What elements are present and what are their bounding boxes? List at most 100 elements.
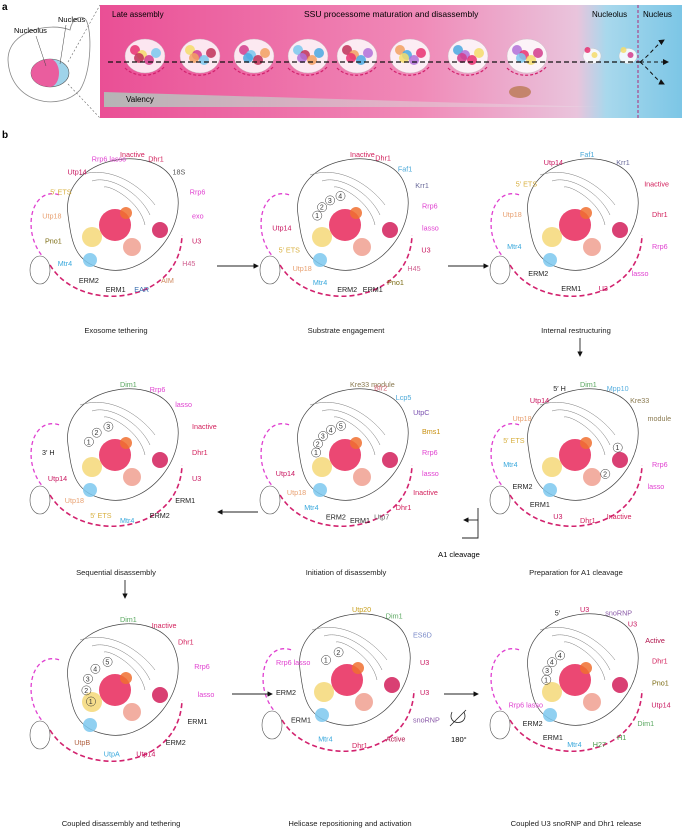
step-7-label-11: 1 [89, 699, 93, 706]
step-4-label-14: Mtr4 [503, 460, 517, 469]
protein-blob-2-5 [382, 222, 398, 238]
rrp6-lasso-8 [262, 648, 293, 716]
step-8-label-1: Utp20 [352, 605, 371, 614]
step-9-label-10: H27 [593, 740, 606, 749]
step-9-label-16: 3 [545, 668, 549, 675]
protein-blob-1-6 [120, 207, 132, 219]
step-3-label-10: Mtr4 [507, 242, 521, 251]
step-2-label-17: 2 [320, 205, 324, 212]
step-7-label-10: UtpB [74, 738, 90, 747]
step-8-label-9: Mtr4 [318, 734, 332, 743]
valency-wedge [104, 92, 600, 107]
exit-arrow-up [639, 39, 665, 63]
protein-blob-9-6 [580, 662, 592, 674]
step-6-label-16: 3 [106, 424, 110, 431]
step-4-caption: Preparation for A1 cleavage [529, 568, 623, 577]
particle-5 [336, 38, 378, 76]
step-5-label-13: Mtr4 [304, 503, 318, 512]
protein-blob-8-2 [314, 682, 334, 702]
step-9-label-13: ERM2 [523, 719, 543, 728]
nucleolus-shape [31, 59, 59, 87]
rrp6-lasso-6 [30, 423, 61, 491]
rrp6-lasso-2 [260, 193, 291, 261]
step-4-label-10: Dhr1 [580, 516, 596, 525]
step-8-caption: Helicase repositioning and activation [288, 819, 411, 828]
particle-2 [179, 38, 221, 76]
step-9-label-2: snoRNP [605, 609, 632, 618]
step-9-label-18: 4 [558, 653, 562, 660]
step-6-label-1: Dim1 [120, 380, 137, 389]
exosome-2 [259, 255, 281, 285]
protein-blob-5-3 [353, 468, 371, 486]
protein-blob-4-5 [612, 452, 628, 468]
exosome-4 [489, 485, 511, 515]
banner-title: SSU processome maturation and disassembl… [304, 9, 479, 19]
step-1-label-2: Dhr1 [148, 155, 164, 164]
step-1-label-10: ERM1 [106, 285, 126, 294]
step-6-label-2: Rrp6 [150, 385, 166, 394]
step-7-label-13: 3 [86, 676, 90, 683]
step-8-label-2: Dim1 [386, 612, 403, 621]
protein-blob-4-4 [543, 483, 557, 497]
protein-blob-8-5 [384, 677, 400, 693]
protein-blob-3-2 [542, 227, 562, 247]
rotation-icon [450, 711, 466, 723]
protein-blob-9-2 [542, 682, 562, 702]
particle-series [124, 38, 638, 98]
protein-blob-7-3 [123, 703, 141, 721]
step-5-label-15: Utp14 [276, 469, 295, 478]
step-3-label-8: ERM1 [561, 284, 581, 293]
valency-label: Valency [126, 95, 154, 104]
step-8-label-7: Active [386, 734, 406, 743]
step-3-label-11: Utp18 [503, 210, 522, 219]
protein-blob-6-5 [152, 452, 168, 468]
step-2-label-2: Dhr1 [375, 154, 391, 163]
step-2-label-8: H45 [407, 264, 420, 273]
step-9-label-3: U3 [628, 619, 637, 628]
step-8-label-12: Rrp6 lasso [276, 658, 310, 667]
step-9-label-1: U3 [580, 605, 589, 614]
protein-blob-1-4 [83, 253, 97, 267]
step-2-label-6: lasso [422, 224, 439, 233]
step-9-label-15: 1 [544, 677, 548, 684]
cell-diagram: Nucleolus Nucleus [7, 4, 101, 119]
particle-4 [287, 38, 329, 76]
cell-label-nucleus: Nucleus [58, 15, 85, 24]
step-9-label-14: Rrp6 lasso [509, 700, 543, 709]
step-5-label-19: 4 [329, 427, 333, 434]
protein-blob-4-6 [580, 437, 592, 449]
step-2-label-16: 1 [315, 213, 319, 220]
step-1-label-1: Inactive [120, 150, 145, 159]
rrp6-lasso-7 [30, 658, 61, 726]
step-2-caption: Substrate engagement [308, 326, 386, 335]
step-8-label-4: U3 [420, 658, 429, 667]
protein-blob-6-3 [123, 468, 141, 486]
exosome-5 [259, 485, 281, 515]
step-2-label-13: Utp18 [293, 264, 312, 273]
step-6-label-6: U3 [192, 474, 201, 483]
step-5-label-9: Dhr1 [396, 503, 412, 512]
particle-1 [124, 38, 166, 76]
exit-arrow-down [639, 61, 665, 85]
rotation-label: 180° [451, 735, 467, 744]
exosome-6 [29, 485, 51, 515]
rotation-axis-icon [449, 709, 467, 727]
late-assembly-label: Late assembly [112, 10, 164, 19]
panel-a: a Nucleolus Nucleus SSU processome matur… [2, 2, 682, 119]
step-3-label-1: Faf1 [580, 150, 594, 159]
step-9-label-8: Dim1 [637, 719, 654, 728]
step-3-label-2: Krr1 [616, 158, 630, 167]
protein-blob-4-2 [542, 457, 562, 477]
step-1-label-13: Pno1 [45, 237, 62, 246]
protein-blob-9-3 [583, 693, 601, 711]
rrp6-lasso-4 [490, 423, 521, 491]
protein-blob-6-4 [83, 483, 97, 497]
protein-blob-5-4 [313, 483, 327, 497]
protein-blob-9-4 [543, 708, 557, 722]
step-3-label-9: ERM2 [528, 269, 548, 278]
protein-blob-5-6 [350, 437, 362, 449]
step-7-label-7: ERM2 [166, 738, 186, 747]
protein-blob-2-2 [312, 227, 332, 247]
